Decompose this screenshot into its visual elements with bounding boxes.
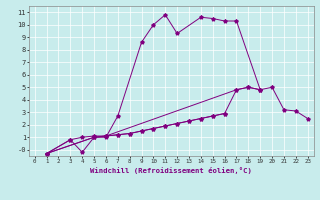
- X-axis label: Windchill (Refroidissement éolien,°C): Windchill (Refroidissement éolien,°C): [90, 167, 252, 174]
